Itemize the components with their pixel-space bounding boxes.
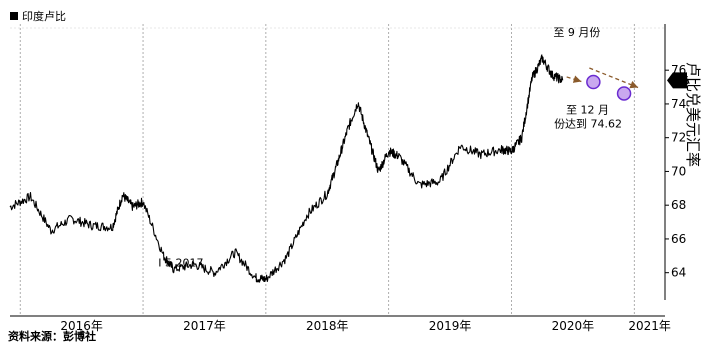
last-value-badge	[667, 72, 687, 89]
forecast-arrow-dec	[589, 67, 639, 89]
source-note: 资料来源：彭博社	[8, 330, 96, 343]
x-tick-label-2017: 2017年	[183, 319, 226, 333]
y-tick-label-68: 68	[671, 198, 686, 212]
y-tick-label-72: 72	[671, 131, 686, 145]
forecast-point-dec	[616, 86, 632, 101]
x-tick-label-2021: 2021年	[628, 319, 671, 333]
annotation-dec-1: 至 12 月	[566, 103, 609, 116]
legend: 印度卢比	[10, 8, 66, 24]
annotation-dec-2: 份达到 74.62	[554, 117, 622, 130]
series-line-rupee	[9, 54, 564, 283]
legend-swatch	[10, 12, 18, 20]
y-tick-label-74: 74	[671, 97, 686, 111]
annotation-faint: I 5 2017	[158, 256, 203, 269]
grid	[10, 24, 665, 316]
forecast-arrow-sep	[566, 75, 582, 83]
x-tick-label-2016: 2016年	[60, 319, 103, 333]
x-tick-label-2019: 2019年	[429, 319, 472, 333]
y-tick-label-70: 70	[671, 164, 686, 178]
plot-area	[9, 54, 564, 283]
y-tick-label-66: 66	[671, 232, 686, 246]
y-axis-label: 卢比兑美元汇率	[684, 62, 702, 167]
y-tick-label-64: 64	[671, 266, 686, 280]
x-tick-label-2018: 2018年	[306, 319, 349, 333]
last-value-label: 76	[674, 74, 689, 88]
annotation-sep: 至 9 月份	[553, 26, 600, 39]
legend-label: 印度卢比	[22, 10, 66, 23]
forecast-point-sep	[586, 74, 601, 90]
x-tick-label-2020: 2020年	[552, 319, 595, 333]
